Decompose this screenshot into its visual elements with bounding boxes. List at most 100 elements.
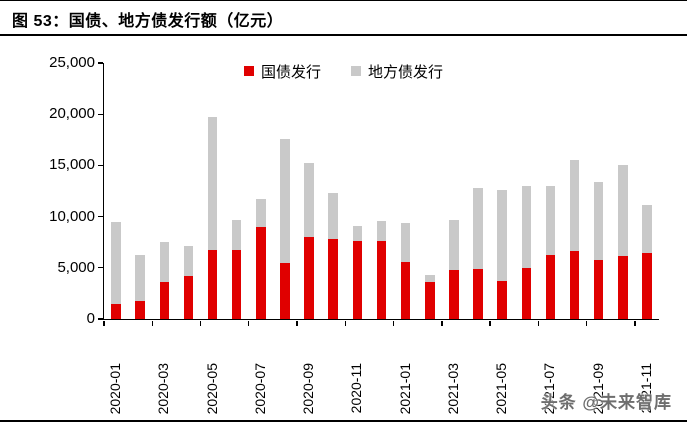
bar-2020-06 — [231, 219, 242, 319]
x-axis-label: 2020-07 — [251, 363, 268, 415]
bar-segment-local-bond — [159, 241, 170, 283]
y-axis-label: 0 — [86, 310, 95, 327]
local-bond-legend-swatch-icon — [351, 66, 361, 76]
bar-segment-local-bond — [328, 193, 338, 240]
bar-2020-04 — [183, 245, 194, 319]
plot-area — [98, 62, 659, 326]
x-axis-tick — [392, 320, 395, 326]
bar-segment-local-bond — [521, 185, 532, 268]
bar-segment-local-bond — [280, 138, 290, 263]
bar-segment-treasury — [159, 282, 170, 319]
y-axis-tick — [98, 164, 103, 167]
bar-segment-local-bond — [425, 274, 435, 283]
bar-segment-treasury — [352, 241, 363, 319]
bar-2020-02 — [135, 254, 145, 319]
legend-label-treasury: 国债发行 — [260, 63, 321, 81]
bar-2021-03 — [449, 219, 459, 319]
legend-item-local-bond: 地方债发行 — [351, 61, 443, 82]
bar-segment-local-bond — [593, 182, 604, 261]
bar-2021-08 — [569, 160, 580, 319]
bar-2020-08 — [280, 138, 290, 319]
y-axis-label: 20,000 — [49, 105, 95, 123]
bar-segment-local-bond — [135, 254, 145, 301]
chart-area: 国债发行 地方债发行 0 5,000 10,000 15,000 20,000 25,00… — [0, 37, 687, 420]
bar-2020-03 — [159, 241, 170, 319]
y-axis-label: 25,000 — [49, 54, 95, 71]
bar-segment-local-bond — [231, 219, 242, 250]
bar-2020-12 — [376, 221, 387, 319]
bar-segment-treasury — [135, 300, 145, 319]
bar-2020-01 — [111, 222, 121, 319]
bar-segment-treasury — [183, 276, 194, 319]
y-axis-label: 10,000 — [49, 207, 95, 225]
bar-segment-treasury — [545, 254, 556, 319]
x-axis-label: 2020-03 — [155, 363, 172, 415]
bar-2021-05 — [497, 190, 507, 319]
x-axis-label: 2021-05 — [493, 363, 510, 415]
x-axis-tick — [441, 320, 443, 326]
figure-title-bar: 图 53：国债、地方债发行额（亿元） — [0, 1, 687, 36]
bar-segment-treasury — [593, 260, 604, 319]
bar-2020-11 — [352, 226, 363, 319]
legend-item-treasury: 国债发行 — [243, 61, 321, 82]
bar-segment-local-bond — [618, 165, 628, 256]
bar-segment-treasury — [449, 269, 459, 319]
bar-segment-local-bond — [256, 198, 266, 228]
x-axis-tick — [634, 320, 636, 326]
bar-segment-treasury — [521, 267, 532, 319]
bar-segment-local-bond — [569, 160, 580, 252]
bar-segment-treasury — [304, 237, 314, 319]
bar-segment-local-bond — [183, 245, 194, 276]
bar-segment-local-bond — [111, 222, 121, 304]
chart-legend: 国债发行 地方债发行 — [0, 61, 687, 81]
bar-2021-09 — [593, 182, 604, 319]
y-axis-tick — [98, 62, 103, 64]
bar-segment-treasury — [642, 252, 652, 319]
bar-2021-07 — [545, 185, 556, 319]
x-axis-tick — [489, 320, 491, 326]
bar-segment-treasury — [328, 239, 338, 319]
bar-2021-04 — [473, 188, 483, 319]
x-axis-tick — [537, 320, 540, 326]
bar-segment-treasury — [376, 240, 387, 319]
y-axis-label: 15,000 — [49, 156, 95, 174]
x-axis-tick — [199, 320, 202, 326]
x-axis-label: 2020-11 — [348, 363, 365, 414]
bar-segment-treasury — [569, 251, 580, 319]
bar-segment-local-bond — [400, 223, 411, 262]
bar-segment-treasury — [231, 249, 242, 319]
x-axis-label: 2020-05 — [203, 363, 220, 415]
bar-2021-06 — [521, 185, 532, 319]
x-axis-tick — [103, 320, 105, 326]
y-axis-tick — [98, 215, 103, 218]
bar-segment-local-bond — [207, 117, 218, 251]
bar-segment-local-bond — [642, 205, 652, 253]
y-axis-tick — [98, 267, 103, 269]
bar-segment-treasury — [618, 255, 628, 319]
bar-segment-local-bond — [352, 226, 363, 242]
bar-segment-local-bond — [449, 219, 459, 270]
bar-2021-01 — [400, 223, 411, 319]
bar-segment-local-bond — [473, 188, 483, 270]
treasury-legend-swatch-icon — [243, 66, 254, 76]
bar-segment-local-bond — [304, 163, 314, 238]
x-axis-tick — [296, 320, 298, 326]
bar-2020-10 — [328, 193, 338, 319]
bar-2021-02 — [425, 274, 435, 319]
bar-segment-treasury — [256, 227, 266, 319]
y-axis-tick — [98, 113, 103, 115]
bar-segment-local-bond — [376, 221, 387, 241]
bar-segment-treasury — [400, 261, 411, 319]
bar-2020-09 — [304, 163, 314, 319]
x-axis-tick — [151, 320, 153, 326]
legend-label-local-bond: 地方债发行 — [368, 63, 444, 81]
bar-segment-treasury — [425, 282, 435, 319]
bar-segment-treasury — [207, 250, 218, 319]
bar-segment-treasury — [111, 303, 121, 319]
x-axis-tick — [585, 320, 588, 326]
bar-segment-treasury — [280, 262, 290, 319]
bar-segment-local-bond — [545, 185, 556, 255]
y-axis-label: 5,000 — [57, 258, 95, 276]
bar-segment-local-bond — [497, 190, 507, 282]
x-axis-label: 2020-09 — [300, 363, 317, 415]
